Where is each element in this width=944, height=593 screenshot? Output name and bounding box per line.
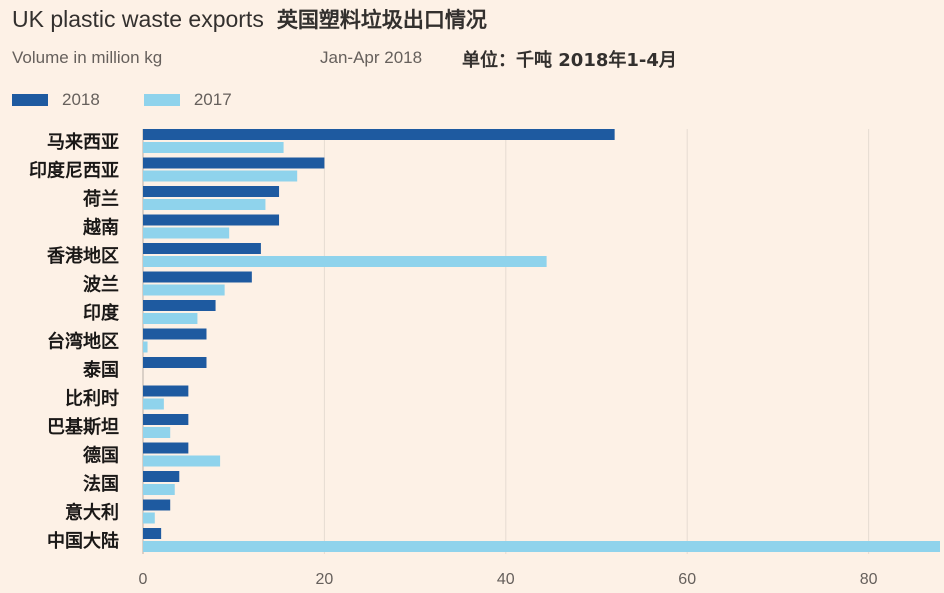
x-tick-label-0: 0 bbox=[139, 571, 148, 588]
bar-2018-4 bbox=[143, 243, 261, 254]
bar-2018-13 bbox=[143, 499, 171, 511]
legend-swatch-2018 bbox=[12, 94, 48, 106]
bar-2017-13 bbox=[143, 512, 155, 524]
bar-2018-14 bbox=[143, 528, 162, 539]
bar-2017-2 bbox=[143, 199, 266, 210]
chart-unit-zh: 单位：千吨 2018年1-4月 bbox=[462, 50, 677, 71]
bar-2017-14 bbox=[143, 541, 940, 552]
bar-2017-12 bbox=[143, 484, 175, 495]
bar-2017-7 bbox=[143, 341, 148, 353]
bar-2018-7 bbox=[143, 328, 207, 340]
legend-swatch-2017 bbox=[143, 94, 180, 106]
category-label-8: 泰国 bbox=[82, 359, 119, 381]
legend-label-2018: 2018 bbox=[62, 90, 100, 109]
category-label-7: 台湾地区 bbox=[47, 331, 119, 353]
bar-2017-5 bbox=[143, 284, 225, 296]
bar-2018-10 bbox=[143, 414, 189, 425]
bar-2017-1 bbox=[143, 170, 298, 182]
legend-item-2017: 2017 bbox=[143, 90, 232, 110]
bar-2018-0 bbox=[143, 129, 615, 140]
bar-2018-5 bbox=[143, 271, 252, 283]
x-tick-label-20: 20 bbox=[316, 571, 334, 588]
bar-2018-1 bbox=[143, 157, 325, 169]
bar-2018-6 bbox=[143, 300, 216, 311]
legend-label-2017: 2017 bbox=[193, 90, 232, 109]
chart-legend: 2018 2017 bbox=[12, 90, 276, 110]
legend-item-2018: 2018 bbox=[12, 90, 100, 110]
bar-2018-2 bbox=[143, 186, 280, 197]
bar-2017-11 bbox=[143, 455, 221, 467]
category-label-11: 德国 bbox=[83, 445, 119, 467]
bar-2018-3 bbox=[143, 214, 280, 226]
x-tick-label-40: 40 bbox=[497, 571, 515, 588]
category-label-9: 比利时 bbox=[65, 388, 119, 410]
bar-2017-6 bbox=[143, 313, 198, 324]
category-label-3: 越南 bbox=[82, 217, 119, 239]
chart-title-en: UK plastic waste exports bbox=[12, 6, 264, 32]
bar-2017-9 bbox=[143, 398, 164, 410]
bar-2018-9 bbox=[143, 385, 189, 397]
category-label-10: 巴基斯坦 bbox=[47, 416, 119, 438]
bar-2018-11 bbox=[143, 442, 189, 454]
bar-2018-8 bbox=[143, 357, 207, 368]
chart-title: UK plastic waste exports 英国塑料垃圾出口情况 bbox=[12, 4, 487, 34]
category-label-0: 马来西亚 bbox=[47, 132, 119, 153]
bar-2017-0 bbox=[143, 142, 284, 153]
category-label-1: 印度尼西亚 bbox=[29, 160, 119, 182]
chart-period: Jan-Apr 2018 bbox=[320, 48, 423, 67]
category-label-4: 香港地区 bbox=[46, 245, 119, 267]
bar-2017-4 bbox=[143, 256, 547, 267]
bar-2018-12 bbox=[143, 471, 180, 482]
x-tick-label-60: 60 bbox=[678, 571, 696, 588]
category-label-14: 中国大陆 bbox=[47, 530, 119, 552]
category-label-2: 荷兰 bbox=[83, 188, 119, 210]
category-label-5: 波兰 bbox=[83, 274, 119, 296]
bar-2017-3 bbox=[143, 227, 230, 239]
chart-subtitle: Volume in million kg bbox=[12, 48, 163, 67]
category-label-13: 意大利 bbox=[65, 502, 119, 524]
category-label-6: 印度 bbox=[83, 302, 120, 324]
x-tick-label-80: 80 bbox=[860, 571, 878, 588]
category-label-12: 法国 bbox=[83, 473, 119, 495]
bar-2017-10 bbox=[143, 427, 171, 438]
chart-title-zh: 英国塑料垃圾出口情况 bbox=[276, 8, 487, 32]
